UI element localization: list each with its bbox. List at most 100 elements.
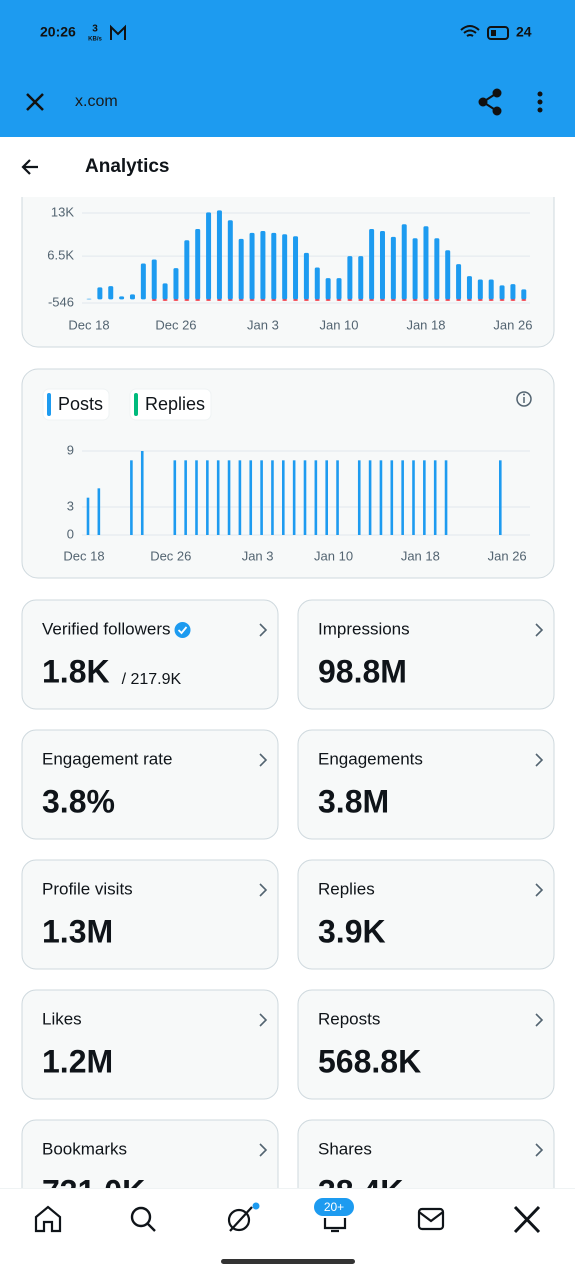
bar — [499, 299, 505, 301]
bar — [314, 299, 320, 301]
bar — [86, 497, 90, 535]
battery-text: 24 — [516, 24, 532, 40]
net-speed: 3 — [92, 24, 98, 35]
bar — [97, 287, 103, 300]
nav-x[interactable] — [513, 1205, 541, 1234]
bar — [282, 299, 288, 301]
bar — [260, 230, 266, 300]
stat-card[interactable] — [297, 729, 555, 840]
bar — [444, 460, 448, 535]
bar — [184, 460, 187, 535]
bar — [162, 283, 168, 300]
bar — [173, 460, 177, 535]
bar — [238, 299, 244, 301]
bar — [140, 451, 144, 535]
bar — [499, 285, 505, 300]
bar — [249, 232, 255, 300]
stat-card[interactable] — [21, 599, 279, 710]
bar — [433, 460, 437, 535]
bar — [216, 299, 222, 301]
bar — [129, 294, 135, 300]
stat-card[interactable] — [21, 859, 279, 970]
bar — [357, 460, 361, 535]
x-tick-label: Dec 26 — [155, 317, 196, 332]
nav-messages[interactable] — [417, 1207, 445, 1231]
bar — [151, 259, 157, 300]
bar — [227, 299, 233, 301]
mail-icon — [110, 24, 126, 40]
bar — [445, 299, 451, 301]
bar — [140, 263, 146, 300]
bar — [173, 299, 179, 301]
bar — [325, 299, 331, 301]
bar — [379, 460, 383, 535]
bar — [303, 299, 309, 301]
time: 20:26 — [40, 24, 76, 40]
bar — [119, 296, 125, 300]
bar — [184, 299, 190, 301]
stat-value: 3.9K — [318, 913, 386, 949]
stat-label: Replies — [318, 879, 375, 898]
bar — [390, 236, 396, 300]
chevron — [535, 1013, 544, 1027]
chevron — [259, 753, 268, 767]
chevron — [259, 883, 268, 897]
bar — [401, 224, 407, 300]
y-tick-label: 3 — [67, 498, 74, 513]
y-tick-label: 0 — [67, 526, 74, 541]
x-tick-label: Jan 10 — [314, 548, 353, 563]
bar — [97, 488, 101, 535]
bar — [368, 460, 372, 535]
verified-check — [177, 626, 188, 635]
nav-badge: 20+ — [324, 1200, 344, 1214]
stat-card[interactable] — [297, 989, 555, 1100]
bar — [195, 228, 201, 300]
back-button[interactable] — [21, 159, 38, 175]
stat-card[interactable] — [21, 729, 279, 840]
stat-card[interactable] — [297, 859, 555, 970]
bar — [303, 252, 309, 300]
legend-chip — [42, 388, 110, 421]
battery-level — [491, 30, 496, 36]
bar — [401, 460, 404, 535]
nav-grok-dot — [252, 1202, 260, 1210]
y-tick-label: 9 — [67, 442, 74, 457]
bar — [314, 460, 318, 535]
bar — [271, 232, 277, 300]
top-bar — [0, 0, 575, 137]
bar — [347, 256, 353, 300]
stat-card[interactable] — [21, 989, 279, 1100]
bar — [293, 299, 299, 301]
stat-label: Profile visits — [42, 879, 133, 898]
close-button[interactable] — [26, 93, 44, 111]
home-indicator — [221, 1259, 355, 1264]
bottom-nav — [0, 1188, 575, 1280]
legend-label: Posts — [58, 394, 103, 414]
nav-badge-bg — [312, 1196, 356, 1218]
bar — [325, 460, 328, 535]
x-tick-label: Dec 18 — [63, 548, 104, 563]
chart-card — [21, 368, 555, 579]
stat-value: 98.8M — [318, 653, 407, 689]
bar — [499, 460, 502, 535]
x-tick-label: Jan 3 — [247, 317, 279, 332]
bar — [434, 299, 440, 301]
stat-value: 1.2M — [42, 1043, 113, 1079]
bar — [206, 299, 212, 301]
stat-card[interactable] — [297, 599, 555, 710]
bar — [325, 278, 331, 300]
bar — [282, 234, 288, 300]
menu-button[interactable] — [537, 91, 543, 113]
y-tick-label: 13K — [51, 204, 74, 219]
bar — [379, 299, 385, 301]
nav-grok[interactable] — [227, 1206, 253, 1232]
bar — [271, 460, 274, 535]
nav-home[interactable] — [34, 1205, 62, 1233]
nav-search[interactable] — [130, 1206, 156, 1232]
stat-label: Reposts — [318, 1009, 380, 1028]
bar — [412, 460, 415, 535]
bar — [390, 460, 394, 535]
bar — [206, 460, 209, 535]
share-button[interactable] — [478, 88, 502, 116]
